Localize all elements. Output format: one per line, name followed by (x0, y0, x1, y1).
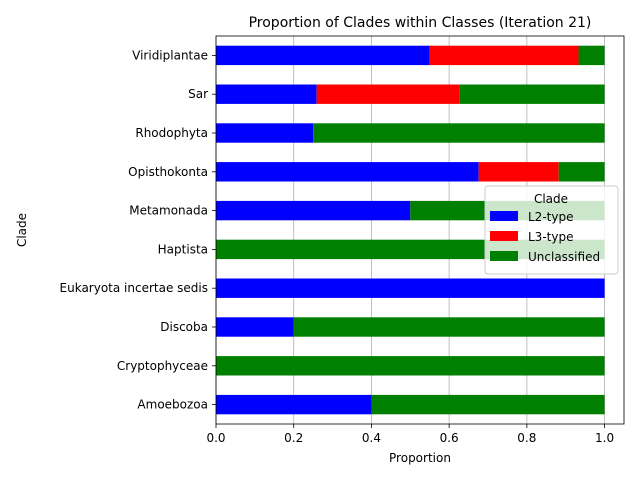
y-axis-ticks: Amoebozoa Cryptophyceae Discoba Eukaryota i… (60, 48, 216, 412)
legend-swatch (490, 231, 518, 241)
bar-segment-l3-type (316, 84, 460, 104)
y-tick-label: Amoebozoa (137, 398, 208, 412)
y-tick-label: Viridiplantae (132, 48, 208, 62)
bar-segment-unclassified (216, 356, 605, 376)
legend-swatch (490, 211, 518, 221)
bar-segment-l2-type (216, 394, 372, 415)
x-tick-label: 0.6 (440, 431, 459, 445)
bar-segment-unclassified (371, 394, 605, 415)
legend-swatch (490, 251, 518, 261)
legend-label: Unclassified (528, 250, 600, 264)
bar-segment-unclassified (578, 45, 605, 66)
x-axis-ticks: 0.0 0.2 0.4 0.6 0.8 1.0 (206, 424, 614, 445)
y-tick-label: Rhodophyta (135, 126, 208, 140)
bar-segment-l2-type (216, 278, 605, 298)
legend-label: L2-type (528, 210, 573, 224)
legend-label: L3-type (528, 230, 573, 244)
y-tick-label: Metamonada (129, 204, 208, 218)
x-tick-label: 0.4 (362, 431, 381, 445)
bar-segment-l2-type (216, 317, 294, 337)
y-tick-label: Sar (188, 87, 208, 101)
y-axis-label: Clade (15, 213, 29, 247)
legend: Clade L2-type L3-type Unclassified (484, 185, 619, 275)
bar-segment-unclassified (293, 317, 605, 337)
plot-frame (215, 35, 625, 425)
y-tick-label: Eukaryota incertae sedis (60, 281, 208, 295)
x-tick-label: 0.2 (284, 431, 303, 445)
bar-segment-unclassified (313, 123, 605, 143)
x-tick-label: 0.8 (517, 431, 536, 445)
bar-segment-unclassified (558, 162, 605, 182)
legend-items: L2-type L3-type Unclassified (490, 210, 600, 264)
y-tick-label: Discoba (160, 320, 208, 334)
y-tick-label: Haptista (158, 242, 208, 256)
y-tick-label: Opisthokonta (128, 165, 208, 179)
bar-segment-l3-type (478, 162, 559, 182)
y-tick-label: Cryptophyceae (117, 359, 208, 373)
bar-segment-l2-type (216, 123, 314, 143)
x-tick-label: 1.0 (595, 431, 614, 445)
x-tick-label: 0.0 (206, 431, 225, 445)
bar-segment-l2-type (216, 200, 411, 221)
legend-frame (484, 185, 619, 275)
bar-segment-l3-type (429, 45, 579, 66)
x-axis-label: Proportion (389, 451, 451, 465)
legend-title: Clade (534, 192, 568, 206)
bar-segment-unclassified (459, 84, 605, 104)
bar-segment-l2-type (216, 162, 479, 182)
bar-segment-l2-type (216, 45, 430, 66)
chart-title: Proportion of Clades within Classes (Ite… (249, 15, 592, 31)
bar-segment-l2-type (216, 84, 317, 104)
